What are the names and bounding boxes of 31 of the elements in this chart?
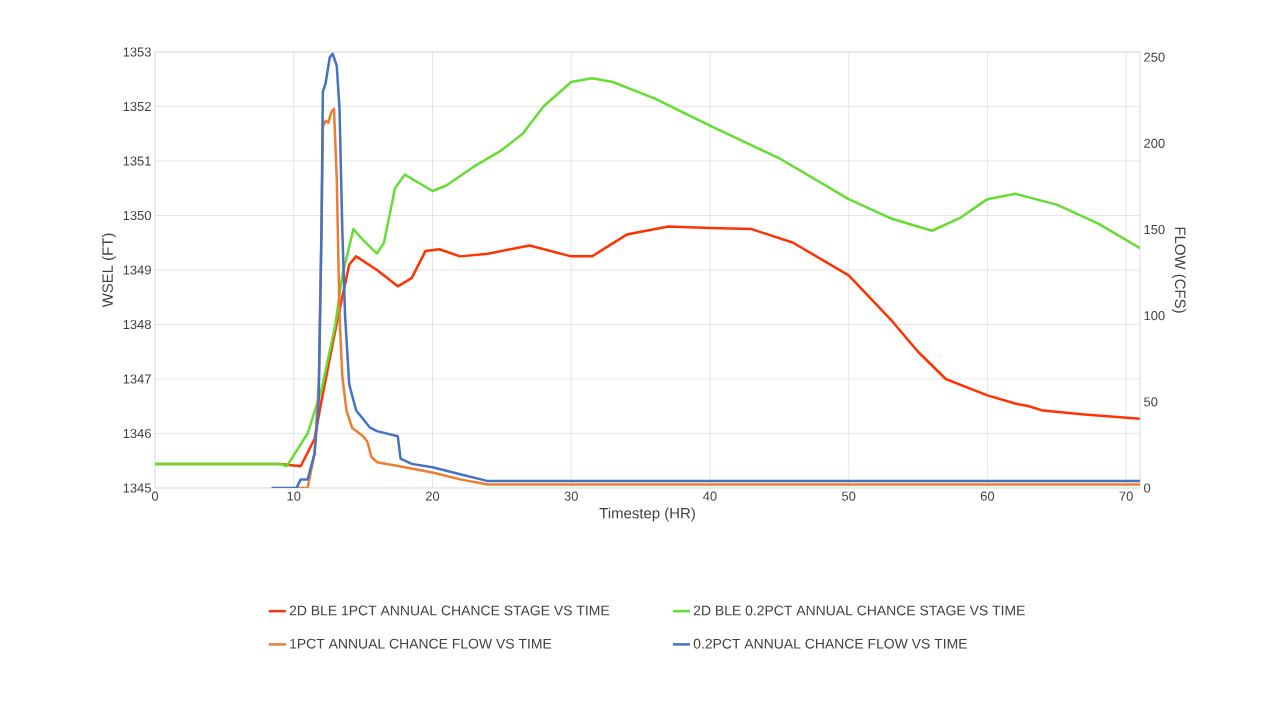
x-tick-label: 30: [564, 491, 578, 501]
y-tick-label: 1350: [123, 210, 151, 221]
x-tick-label: 0: [151, 491, 159, 501]
y-tick-label: 1352: [123, 101, 151, 112]
y-tick-label: 1345: [123, 483, 151, 493]
y-axis-title: WSEL (FT): [101, 233, 116, 308]
x-tick-label: 50: [841, 491, 856, 501]
x-tick-label: 70: [1119, 491, 1133, 501]
x-axis-title: Timestep (HR): [599, 507, 695, 522]
y2-tick-label: 150: [1144, 224, 1165, 235]
x-tick-label: 20: [425, 491, 440, 501]
y2-tick-label: 0: [1144, 483, 1151, 493]
y2-tick-label: 200: [1144, 138, 1165, 148]
legend-label: 2D BLE 0.2PCT ANNUAL CHANCE STAGE VS TIME: [693, 605, 1025, 616]
y-tick-label: 1353: [123, 47, 151, 57]
y-tick-label: 1346: [123, 428, 151, 439]
legend-label: 2D BLE 1PCT ANNUAL CHANCE STAGE VS TIME: [289, 605, 610, 616]
y2-tick-label: 100: [1144, 311, 1165, 321]
y2-axis-title: FLOW (CFS): [1171, 227, 1186, 313]
y2-tick-label: 50: [1144, 397, 1158, 407]
x-tick-label: 10: [287, 491, 301, 501]
legend-label: 1PCT ANNUAL CHANCE FLOW VS TIME: [290, 638, 552, 649]
y-tick-label: 1348: [123, 319, 151, 330]
y2-tick-label: 250: [1144, 52, 1165, 62]
x-tick-label: 60: [980, 491, 995, 501]
y-tick-label: 1349: [123, 265, 151, 275]
y-tick-label: 1347: [123, 374, 151, 384]
y-tick-label: 1351: [123, 156, 151, 166]
x-tick-label: 40: [703, 491, 717, 501]
legend-label: 0.2PCT ANNUAL CHANCE FLOW VS TIME: [693, 638, 967, 649]
line-series: [155, 76, 1141, 468]
